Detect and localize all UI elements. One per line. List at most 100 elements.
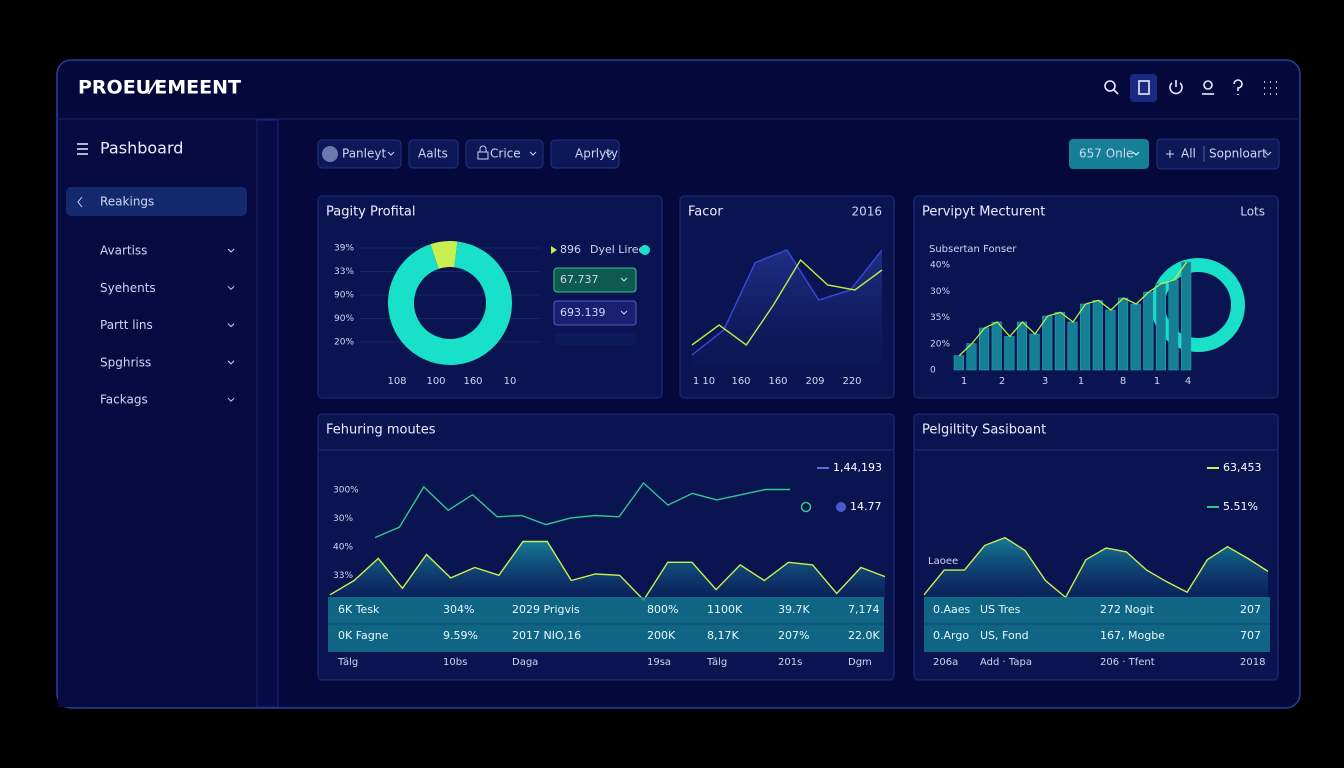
action-button[interactable] xyxy=(1156,138,1280,170)
table-cell: US Tres xyxy=(980,603,1021,616)
y-tick-label: 39% xyxy=(334,244,354,254)
y-tick-label: 20% xyxy=(334,338,354,348)
bar xyxy=(991,321,1002,371)
chevron xyxy=(620,310,628,315)
line xyxy=(923,536,1269,599)
donut-segment xyxy=(430,241,458,270)
legend-arrow xyxy=(551,246,557,254)
sidebar-item[interactable]: Fackags xyxy=(100,393,148,407)
table-cell: 707 xyxy=(1240,629,1261,642)
plus-icon xyxy=(1166,150,1174,158)
table-footer: Tälg xyxy=(706,657,727,668)
active-item[interactable] xyxy=(66,187,247,216)
table-footer: 19sa xyxy=(647,657,671,668)
icon-highlight[interactable] xyxy=(1130,74,1157,102)
legend-label: Dyel Lired xyxy=(590,243,646,256)
table-footer: 10bs xyxy=(443,657,467,668)
bar xyxy=(1155,283,1166,371)
x-tick-label: 220 xyxy=(842,376,861,387)
panel-title: Facor xyxy=(688,205,723,220)
help-icon[interactable] xyxy=(1233,79,1243,95)
chevron xyxy=(227,323,235,328)
line xyxy=(691,249,883,356)
bar xyxy=(1105,309,1116,371)
chevron xyxy=(1132,151,1140,156)
table-footer: Daga xyxy=(512,657,538,668)
table-cell: 200K xyxy=(647,629,676,642)
area xyxy=(692,250,882,365)
legend-dot xyxy=(800,501,812,513)
bar xyxy=(1029,333,1040,371)
filter-label: Aprlyty xyxy=(575,147,618,161)
table-cell: 2017 NIO,16 xyxy=(512,629,581,642)
panel-title: Pervipyt Mecturent xyxy=(922,205,1045,220)
value-field[interactable] xyxy=(553,300,637,326)
sidebar-item[interactable]: Syehents xyxy=(100,281,156,295)
bar xyxy=(1042,315,1053,371)
table-cell: 9.59% xyxy=(443,629,478,642)
bar xyxy=(1054,312,1065,371)
line xyxy=(329,540,886,602)
chevron xyxy=(387,151,395,156)
legend-value: 63,453 xyxy=(1223,461,1262,474)
header-icons xyxy=(77,79,1277,155)
x-tick-label: 4 xyxy=(1185,376,1191,387)
y-tick-label: 40% xyxy=(930,261,950,271)
table-cell: 1100K xyxy=(707,603,743,616)
sidebar-item[interactable]: Avartiss xyxy=(100,244,147,258)
sidebar-gutter xyxy=(256,119,279,708)
table-cell: 272 Nogit xyxy=(1100,603,1154,616)
x-tick-label: 2 xyxy=(999,376,1005,387)
app-title: PROEU⁄EMEENT xyxy=(78,77,241,99)
field-value: 67.737 xyxy=(560,273,599,286)
power-icon[interactable] xyxy=(1169,80,1183,95)
table-cell: 2029 Prigvis xyxy=(512,603,580,616)
legend-value: 896 xyxy=(560,243,581,256)
chevron xyxy=(605,151,613,156)
filter-chip[interactable] xyxy=(550,139,620,169)
bar xyxy=(1143,291,1154,371)
grid-icon[interactable] xyxy=(1264,81,1277,95)
sidebar-item[interactable]: Spghriss xyxy=(100,355,151,369)
panel-title: Fehuring moutes xyxy=(326,423,436,438)
bar xyxy=(1130,303,1141,371)
table-cell: 6K Tesk xyxy=(338,603,380,616)
chevron xyxy=(529,151,537,156)
filter-chip[interactable] xyxy=(317,139,402,169)
chart-label: Laoee xyxy=(928,556,958,567)
x-tick-label: 160 xyxy=(463,376,482,387)
sidebar-active[interactable]: Reakings xyxy=(100,195,154,209)
table-cell: 8,17K xyxy=(707,629,739,642)
sidebar-title: Pashboard xyxy=(100,139,183,158)
x-tick-label: 160 xyxy=(731,376,750,387)
trend-line xyxy=(958,261,1188,357)
x-tick-label: 10 xyxy=(504,376,517,387)
sidebar-item[interactable]: Partt lins xyxy=(100,318,153,332)
lock-icon xyxy=(477,145,489,160)
menu-icon[interactable] xyxy=(77,143,88,155)
legend-value: 14.77 xyxy=(850,500,882,513)
y-tick-label: 33% xyxy=(334,267,354,277)
area xyxy=(330,541,885,600)
table-cell: 0K Fagne xyxy=(338,629,389,642)
x-tick-label: 108 xyxy=(387,376,406,387)
x-tick-label: 1 10 xyxy=(693,376,715,387)
legend-dot xyxy=(836,502,846,512)
bar xyxy=(1117,297,1129,371)
table-cell: 22.0K xyxy=(848,629,880,642)
table-footer: 206 · Tfent xyxy=(1100,657,1155,668)
user-icon[interactable] xyxy=(1203,80,1213,90)
table-footer: 206a xyxy=(933,657,958,668)
table-cell: 207% xyxy=(778,629,809,642)
search-icon[interactable] xyxy=(1104,80,1116,92)
filter-chip[interactable] xyxy=(408,139,459,169)
status-button[interactable] xyxy=(1069,139,1149,169)
table-cell: 39.7K xyxy=(778,603,810,616)
doc-icon[interactable] xyxy=(1138,80,1150,95)
y-tick-label: 40% xyxy=(333,543,353,553)
area xyxy=(924,537,1268,600)
table-cell: 800% xyxy=(647,603,678,616)
table-cell: 304% xyxy=(443,603,474,616)
value-field[interactable] xyxy=(553,267,637,293)
action-label: All xyxy=(1181,147,1196,161)
